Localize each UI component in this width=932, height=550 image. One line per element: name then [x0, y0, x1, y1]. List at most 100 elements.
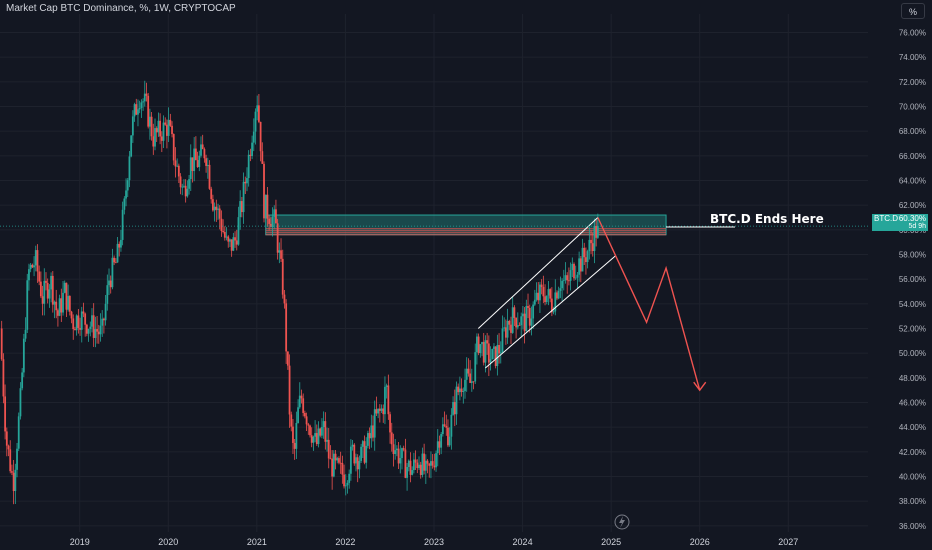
candle-body	[419, 464, 422, 475]
x-axis[interactable]: 2019 2020 2021 2022 2023 2024 2025 2026 2027	[70, 537, 799, 547]
candle-body	[147, 95, 150, 127]
candle-body	[411, 470, 414, 475]
candle-body	[203, 149, 206, 159]
candle-body	[58, 298, 61, 316]
candle-body	[148, 116, 151, 127]
candle-body	[188, 179, 190, 189]
candle-body	[46, 282, 49, 299]
projection-path[interactable]	[597, 217, 701, 391]
candle-body	[414, 459, 417, 463]
candle-body	[26, 280, 29, 330]
candle-body	[465, 368, 468, 380]
candle-body	[138, 108, 141, 110]
candle-body	[266, 194, 269, 219]
candle-body	[431, 461, 434, 466]
candle-body	[286, 351, 289, 366]
candle-body	[395, 448, 398, 451]
chart-title: Market Cap BTC Dominance, %, 1W, CRYPTOC…	[6, 3, 236, 14]
candle-body	[399, 458, 402, 464]
candle-body	[559, 288, 562, 291]
candle-body	[22, 338, 25, 373]
candle-body	[547, 289, 550, 296]
lightning-icon-bolt	[619, 516, 625, 528]
candle-body	[331, 458, 334, 477]
candle-body	[375, 409, 378, 414]
drawing-overlays[interactable]	[0, 217, 868, 392]
zone-box[interactable]	[265, 214, 667, 236]
candle-body	[133, 104, 136, 117]
candle-body	[390, 432, 393, 445]
candle-body	[501, 328, 504, 353]
candle-body	[351, 444, 354, 447]
candle-body	[476, 336, 478, 353]
candle-body	[297, 407, 299, 423]
x-tick-label: 2022	[335, 537, 355, 547]
candle-body	[378, 408, 381, 411]
candle-body	[407, 460, 410, 467]
candle-body	[474, 352, 477, 382]
candle-body	[218, 208, 221, 219]
x-tick-label: 2027	[778, 537, 798, 547]
candle-body	[522, 313, 524, 317]
candle-body	[344, 485, 347, 487]
candle-body	[499, 352, 502, 354]
candle-body	[571, 263, 574, 271]
candle-body	[513, 307, 516, 318]
candle-body	[280, 250, 282, 259]
candle-body	[586, 251, 589, 263]
candle-body	[113, 257, 116, 263]
candle-body	[566, 275, 569, 281]
candle-body	[443, 424, 446, 426]
candle-body	[545, 295, 548, 303]
candle-body	[329, 458, 332, 460]
candle-body	[152, 136, 155, 147]
candle-body	[275, 209, 277, 224]
candle-body	[358, 461, 361, 470]
candle-body	[525, 306, 528, 332]
candle-body	[244, 181, 247, 184]
candle-body	[506, 320, 509, 338]
candle-body	[470, 381, 473, 383]
candle-body	[51, 275, 54, 305]
last-price-label: BTC.D 60.30% 5d 9h	[872, 214, 928, 231]
candle-body	[242, 181, 245, 213]
candle-body	[237, 217, 240, 245]
candle-body	[367, 433, 369, 446]
candle-body	[360, 446, 362, 462]
candle-body	[406, 466, 408, 478]
candle-body	[63, 282, 66, 293]
channel-lower-line[interactable]	[485, 255, 616, 369]
candle-body	[249, 154, 252, 156]
candle-body	[539, 284, 541, 301]
candle-body	[590, 239, 592, 244]
unit-toggle-button[interactable]: %	[901, 3, 925, 19]
candle-body	[176, 165, 179, 167]
candle-body	[338, 458, 340, 463]
candle-body	[194, 148, 197, 161]
candle-body	[554, 292, 557, 312]
candle-body	[511, 307, 514, 333]
resistance-zone[interactable]	[265, 214, 667, 236]
candle-body	[484, 340, 487, 363]
y-axis[interactable]: 36.00% 38.00% 40.00% 42.00% 44.00% 46.00% 48.0…	[899, 29, 926, 531]
candle-body	[104, 303, 107, 321]
candle-body	[457, 386, 460, 393]
candle-body	[186, 188, 189, 197]
candle-body	[295, 422, 298, 449]
candle-body	[137, 109, 139, 115]
candle-body	[62, 292, 64, 313]
candle-body	[80, 311, 83, 330]
candle-body	[39, 281, 42, 297]
channel-upper-line[interactable]	[477, 217, 599, 329]
candle-body	[421, 453, 424, 475]
candle-body	[307, 424, 310, 426]
candle-body	[467, 368, 470, 374]
lightning-icon	[614, 514, 630, 530]
candle-body	[445, 425, 448, 428]
candle-body	[206, 164, 209, 166]
candle-body	[537, 292, 540, 301]
candle-body	[240, 201, 243, 213]
candle-body	[583, 247, 586, 258]
candle-body	[581, 247, 584, 272]
